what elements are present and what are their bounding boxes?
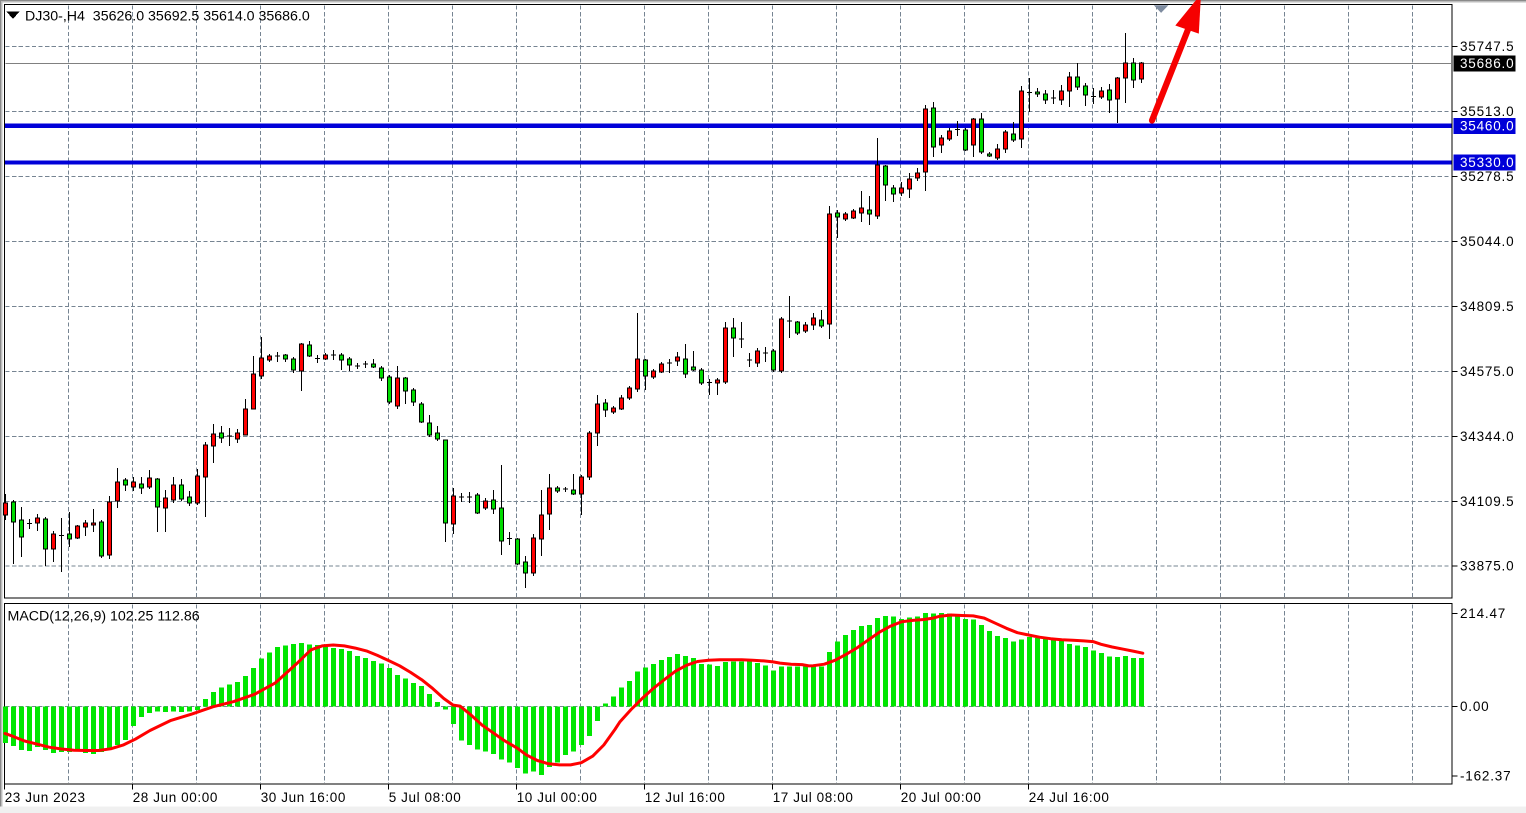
svg-text:214.47: 214.47	[1460, 606, 1506, 621]
svg-text:34575.0: 34575.0	[1460, 364, 1514, 379]
svg-text:5 Jul 08:00: 5 Jul 08:00	[389, 790, 462, 805]
svg-text:28 Jun 00:00: 28 Jun 00:00	[133, 790, 218, 805]
svg-text:17 Jul 08:00: 17 Jul 08:00	[773, 790, 854, 805]
svg-text:MACD(12,26,9) 102.25 112.86: MACD(12,26,9) 102.25 112.86	[8, 609, 200, 625]
svg-text:0.00: 0.00	[1460, 699, 1489, 714]
svg-text:35330.0: 35330.0	[1460, 155, 1514, 170]
svg-text:34809.5: 34809.5	[1460, 299, 1514, 314]
svg-text:35044.0: 35044.0	[1460, 234, 1514, 249]
svg-text:35747.5: 35747.5	[1460, 39, 1514, 54]
svg-text:34344.0: 34344.0	[1460, 429, 1514, 444]
svg-text:35460.0: 35460.0	[1460, 118, 1514, 133]
svg-text:12 Jul 16:00: 12 Jul 16:00	[645, 790, 726, 805]
svg-text:35686.0: 35686.0	[1460, 56, 1514, 71]
svg-text:DJ30-,H4 35626.0 35692.5 3561: DJ30-,H4 35626.0 35692.5 35614.0 35686.0	[25, 9, 310, 25]
svg-text:34109.5: 34109.5	[1460, 494, 1514, 509]
svg-text:23 Jun 2023: 23 Jun 2023	[5, 790, 86, 805]
svg-text:35278.5: 35278.5	[1460, 169, 1514, 184]
svg-text:30 Jun 16:00: 30 Jun 16:00	[261, 790, 346, 805]
svg-text:20 Jul 00:00: 20 Jul 00:00	[901, 790, 982, 805]
svg-text:24 Jul 16:00: 24 Jul 16:00	[1029, 790, 1110, 805]
svg-text:10 Jul 00:00: 10 Jul 00:00	[517, 790, 598, 805]
svg-text:33875.0: 33875.0	[1460, 559, 1514, 574]
svg-text:-162.37: -162.37	[1460, 769, 1511, 784]
svg-text:35513.0: 35513.0	[1460, 104, 1514, 119]
